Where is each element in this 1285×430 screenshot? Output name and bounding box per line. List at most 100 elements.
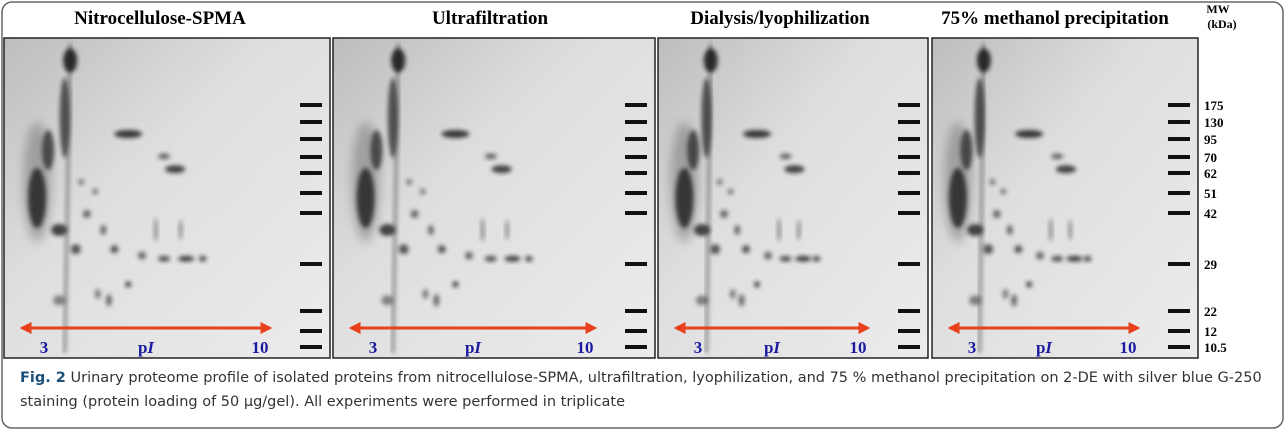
ladder-band [625,262,647,266]
protein-spot [777,218,781,242]
ladder-band [300,120,322,124]
protein-spot [1011,294,1018,307]
protein-spot [779,255,792,262]
ladder-band [898,262,920,266]
protein-spot [82,210,91,218]
protein-spot [480,218,485,242]
protein-spot [976,48,991,73]
protein-spot [427,225,434,235]
protein-spot [422,289,429,299]
protein-spot [1051,153,1064,160]
gel-background [3,37,331,359]
ladder-band [1168,211,1190,215]
ladder-band [300,191,322,195]
protein-spot [398,244,409,255]
ladder-band [625,211,647,215]
protein-spot [812,255,821,262]
pi-label-p: p [1036,338,1045,357]
mw-title: MW [1206,2,1229,16]
protein-spot [796,220,801,240]
pi-end: 10 [252,338,269,357]
ladder-band [898,211,920,215]
panel-title: Nitrocellulose-SPMA [74,8,246,29]
ladder-band [300,345,322,349]
ladder-band [300,171,322,175]
panel-title: 75% methanol precipitation [941,8,1169,29]
protein-spot [406,179,413,185]
protein-spot [784,165,805,174]
ladder-band [1168,191,1190,195]
protein-spot [70,244,81,255]
protein-spot [1083,255,1092,262]
protein-spot [484,255,497,262]
ladder-band [898,137,920,141]
protein-spot [387,78,398,158]
protein-spot [452,281,459,288]
ladder-band [300,103,322,107]
protein-spot [1036,251,1044,260]
protein-spot [948,168,967,228]
ladder-band [625,171,647,175]
protein-spot [701,78,712,158]
mw-label: 51 [1204,186,1217,201]
protein-spot [78,179,85,185]
ladder-band [1168,137,1190,141]
pi-label-p: p [138,338,147,357]
protein-spot [110,245,119,254]
pi-end: 10 [577,338,594,357]
ladder-band [1168,329,1190,333]
ladder-band [1168,155,1190,159]
protein-spot [1000,188,1007,195]
pi-start: 3 [369,338,378,357]
protein-spot [391,48,406,73]
protein-spot [178,220,183,240]
pi-label-p: p [764,338,773,357]
protein-spot [969,295,982,306]
ladder-band [898,191,920,195]
protein-spot [992,210,1001,218]
pi-label-p: p [465,338,474,357]
ladder-band [1168,262,1190,266]
protein-spot [138,251,146,260]
ladder-band [300,211,322,215]
protein-spot [743,130,771,138]
protein-spot [484,153,497,160]
ladder-band [625,103,647,107]
mw-label: 130 [1204,115,1224,130]
ladder-band [300,262,322,266]
protein-spot [989,179,996,185]
ladder-band [625,345,647,349]
protein-spot [504,255,521,262]
ladder-band [1168,171,1190,175]
protein-spot [153,218,158,242]
pi-end: 10 [850,338,867,357]
pi-label: pI [465,338,482,357]
ladder-band [625,329,647,333]
protein-spot [729,289,736,299]
protein-spot [178,255,195,262]
protein-spot [1068,220,1073,240]
protein-spot [1014,245,1023,254]
protein-spot [441,130,470,138]
ladder-band [300,329,322,333]
protein-spot [779,153,792,160]
pi-label: pI [764,338,781,357]
mw-label: 22 [1204,304,1217,319]
ladder-band [625,137,647,141]
protein-spot [795,255,812,262]
protein-spot [720,210,728,218]
caption: Fig. 2 Urinary proteome profile of isola… [20,366,1265,414]
protein-spot [1066,255,1083,262]
mw-label: 95 [1204,132,1218,147]
protein-spot [675,168,694,228]
mw-unit: (kDa) [1207,17,1236,31]
protein-spot [433,294,440,307]
ladder-band [898,309,920,313]
streak [62,42,73,354]
ladder-band [898,120,920,124]
protein-spot [967,224,984,236]
protein-spot [1026,281,1033,288]
caption-label: Fig. 2 [20,370,66,386]
ladder-band [898,103,920,107]
